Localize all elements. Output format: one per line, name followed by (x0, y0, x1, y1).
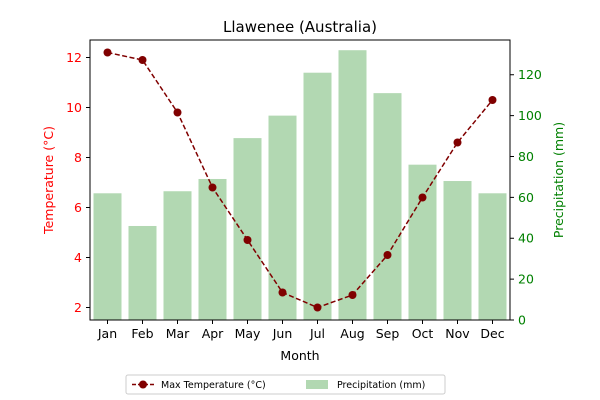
bar-jun (268, 115, 297, 320)
y-left-tick-label: 10 (66, 100, 82, 115)
y-right-tick-label: 60 (518, 190, 534, 205)
point-may (243, 236, 252, 244)
x-tick-label: Jun (272, 326, 293, 341)
bar-aug (338, 50, 367, 320)
chart-title: Llawenee (Australia) (223, 18, 377, 36)
point-jun (278, 288, 287, 297)
bar-mar (163, 191, 192, 320)
y-right-tick-label: 120 (518, 67, 542, 82)
y-axis-left: 2 4 6 8 10 12 (66, 50, 90, 315)
bar-dec (478, 193, 507, 320)
point-oct (418, 193, 427, 202)
y-left-tick-label: 8 (74, 150, 82, 165)
line-layer (103, 48, 497, 312)
legend-label-precipitation: Precipitation (mm) (337, 380, 425, 391)
y-right-tick-label: 0 (518, 313, 526, 328)
y-right-tick-label: 80 (518, 149, 534, 164)
bar-feb (128, 225, 157, 320)
bar-sep (373, 93, 402, 320)
x-axis: Jan Feb Mar Apr May Jun Jul Aug Sep Oct Nov Dec (97, 320, 505, 341)
y-axis-right-label: Precipitation (mm) (551, 122, 566, 238)
x-tick-label: Aug (340, 326, 364, 341)
point-nov (453, 138, 462, 147)
bar-apr (198, 178, 227, 320)
y-axis-left-label: Temperature (°C) (41, 126, 56, 235)
x-axis-label: Month (280, 348, 319, 363)
x-tick-label: Jan (97, 326, 117, 341)
y-right-tick-label: 40 (518, 231, 534, 246)
bar-nov (443, 181, 472, 320)
y-right-tick-label: 100 (518, 108, 542, 123)
plot-frame (89, 39, 511, 321)
point-apr (208, 183, 217, 192)
x-tick-label: Jul (309, 326, 325, 341)
temperature-line (107, 51, 494, 309)
bar-jan (93, 193, 122, 320)
y-left-tick-label: 4 (74, 250, 82, 265)
bar-jul (303, 72, 332, 320)
x-tick-label: May (235, 326, 261, 341)
point-sep (383, 251, 392, 259)
y-right-tick-label: 20 (518, 272, 534, 287)
y-axis-right: 0 20 40 60 80 100 120 (510, 67, 542, 328)
y-left-tick-label: 12 (66, 50, 82, 65)
bar-may (233, 138, 262, 320)
x-tick-label: Nov (445, 326, 470, 341)
legend-line-marker (139, 380, 147, 389)
point-mar (173, 108, 182, 117)
point-feb (138, 56, 147, 64)
x-tick-label: Feb (131, 326, 153, 341)
y-left-tick-label: 6 (74, 200, 82, 215)
point-jul (313, 303, 322, 312)
legend: Max Temperature (°C) Precipitation (mm) (125, 374, 446, 395)
legend-box (125, 374, 446, 395)
x-tick-label: Apr (202, 326, 224, 341)
point-jan (103, 48, 112, 57)
bar-oct (408, 164, 437, 320)
x-tick-label: Dec (480, 326, 504, 341)
x-tick-label: Sep (376, 326, 400, 341)
x-tick-label: Mar (166, 326, 190, 341)
point-aug (348, 291, 357, 299)
legend-bar-swatch (306, 380, 328, 389)
legend-label-temperature: Max Temperature (°C) (161, 380, 266, 391)
x-tick-label: Oct (412, 326, 434, 341)
y-left-tick-label: 2 (74, 300, 82, 315)
bars-layer (93, 50, 507, 320)
point-dec (488, 96, 497, 104)
